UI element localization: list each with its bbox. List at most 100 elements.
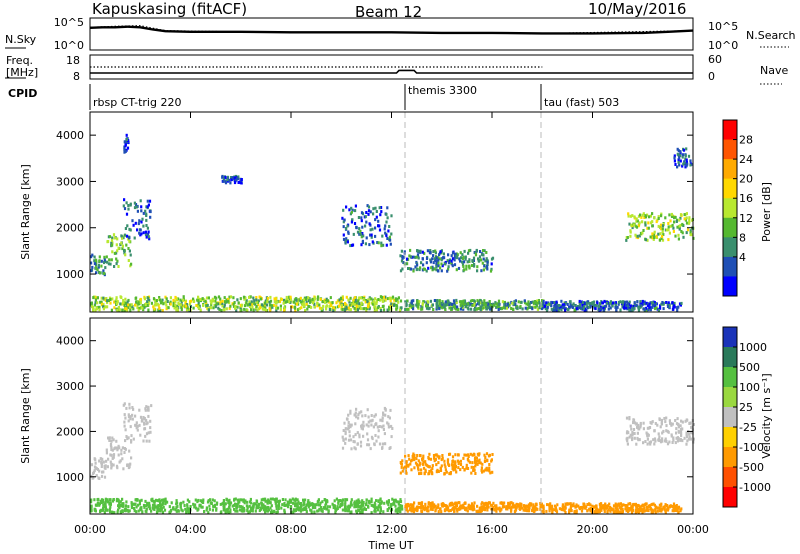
data-cell [677,149,680,153]
data-cell [232,296,235,300]
data-cell [590,301,593,305]
data-cell [677,233,680,237]
data-cell [166,300,169,303]
data-cell [124,143,127,147]
data-cell [417,468,420,472]
data-cell [559,306,562,309]
data-cell [479,250,482,253]
data-cell [672,438,675,442]
data-cell [243,501,246,505]
data-cell [296,498,299,502]
data-cell [459,459,462,463]
data-cell [168,511,171,514]
data-cell [290,505,293,508]
data-cell [452,305,455,308]
data-cell [356,308,359,312]
data-cell [681,439,684,443]
data-cell [678,218,681,222]
data-cell [689,431,693,434]
data-cell [115,251,118,255]
data-cell [627,502,630,506]
data-cell [674,441,677,445]
data-cell [103,464,106,468]
data-cell [607,508,610,512]
data-cell [294,308,297,312]
data-cell [112,463,115,467]
data-cell [188,307,191,311]
data-cell [500,507,503,511]
data-cell [605,304,608,308]
data-cell [308,501,311,505]
data-cell [353,300,356,304]
data-cell [448,472,451,476]
data-cell [407,454,410,458]
data-cell [387,415,390,419]
data-cell [246,500,249,504]
data-cell [548,509,551,513]
data-cell [479,306,483,310]
data-cell [404,471,408,475]
data-cell [675,436,678,440]
data-cell [431,467,434,470]
data-cell [613,504,616,508]
data-cell [253,299,256,303]
colorbar-frame [722,119,738,297]
data-cell [224,510,227,513]
data-cell [303,296,306,300]
data-cell [159,298,162,302]
data-cell [275,306,278,310]
data-cell [123,251,126,255]
data-cell [659,227,663,231]
data-cell [638,438,641,442]
data-cell [225,508,228,512]
data-cell [570,304,573,308]
data-cell [656,307,659,311]
data-cell [561,503,564,507]
data-cell [98,259,101,263]
data-cell [421,462,425,466]
data-cell [562,305,565,309]
data-cell [654,510,657,514]
data-cell [679,152,682,155]
data-cell [539,502,542,505]
data-cell [300,504,303,508]
data-cell [634,510,637,514]
data-cell [651,236,654,240]
data-cell [431,508,434,511]
data-cell [156,508,159,512]
data-cell [439,250,442,254]
data-cell [367,301,371,305]
data-cell [125,500,128,504]
data-cell [437,264,440,268]
data-cell [127,413,130,417]
data-cell [129,264,132,268]
data-cell [422,506,425,510]
data-cell [333,499,336,503]
data-cell [123,233,127,237]
data-cell [229,181,232,185]
data-cell [644,306,648,310]
data-cell [664,439,667,443]
data-cell [416,299,419,303]
data-cell [370,497,373,501]
data-cell [148,507,151,511]
data-cell [586,503,589,506]
data-cell [475,456,478,460]
data-cell [100,259,103,263]
data-cell [401,267,404,271]
data-cell [681,231,684,235]
data-cell [361,241,364,244]
data-cell [608,304,611,308]
data-cell [672,226,675,230]
data-cell [447,300,450,304]
data-cell [348,208,351,212]
data-cell [465,466,468,470]
data-cell [685,158,688,162]
data-cell [646,442,649,446]
data-cell [100,302,104,306]
beam-title: Beam 12 [355,3,422,21]
data-cell [460,504,463,508]
data-cell [652,303,655,307]
data-cell [483,460,487,463]
